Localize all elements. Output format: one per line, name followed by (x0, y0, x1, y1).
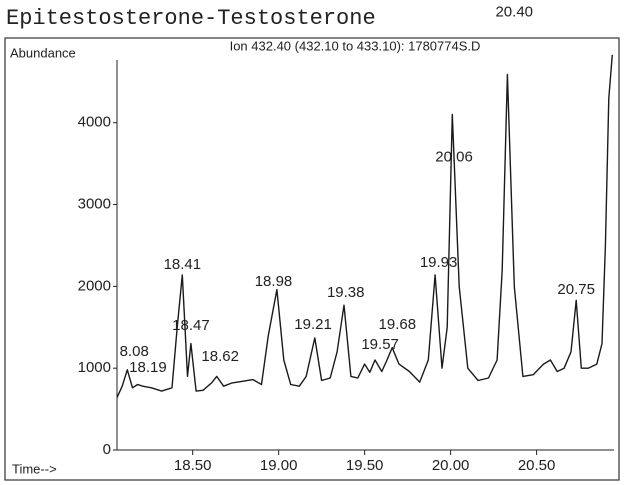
y-tick-label: 2000 (78, 277, 111, 294)
x-axis-label: Time--> (12, 461, 57, 476)
x-tick-label: 20.00 (432, 457, 470, 474)
peak-label: 20.40 (495, 4, 533, 21)
peak-label: 8.08 (120, 343, 149, 360)
y-tick-label: 0 (103, 441, 111, 458)
peak-label: 18.19 (129, 359, 167, 376)
chart-subtitle: Ion 432.40 (432.10 to 433.10): 1780774S.… (230, 38, 481, 53)
y-axis-label: Abundance (10, 45, 76, 60)
x-tick-label: 19.00 (260, 457, 298, 474)
y-tick-label: 4000 (78, 114, 111, 131)
peak-label: 19.38 (327, 284, 365, 301)
x-tick-label: 20.50 (518, 457, 556, 474)
peak-label: 18.62 (201, 348, 239, 365)
peak-label: 19.68 (379, 316, 417, 333)
peak-label: 19.57 (361, 336, 399, 353)
peak-label: 19.21 (294, 316, 332, 333)
x-tick-label: 19.50 (346, 457, 384, 474)
y-tick-label: 1000 (78, 359, 111, 376)
peak-label: 18.41 (164, 256, 202, 273)
peak-label: 20.75 (557, 281, 595, 298)
peak-label: 18.47 (172, 317, 210, 334)
peak-label: 20.06 (435, 149, 473, 166)
chart-title: Epitestosterone-Testosterone (6, 6, 376, 31)
y-tick-label: 3000 (78, 196, 111, 213)
peak-label: 18.98 (255, 273, 293, 290)
x-tick-label: 18.50 (174, 457, 212, 474)
frame (4, 37, 620, 481)
peak-label: 19.93 (420, 254, 458, 271)
trace (116, 54, 613, 398)
